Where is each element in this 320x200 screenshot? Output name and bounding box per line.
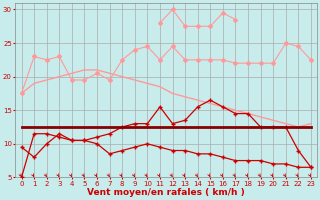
X-axis label: Vent moyen/en rafales ( km/h ): Vent moyen/en rafales ( km/h ) — [87, 188, 245, 197]
